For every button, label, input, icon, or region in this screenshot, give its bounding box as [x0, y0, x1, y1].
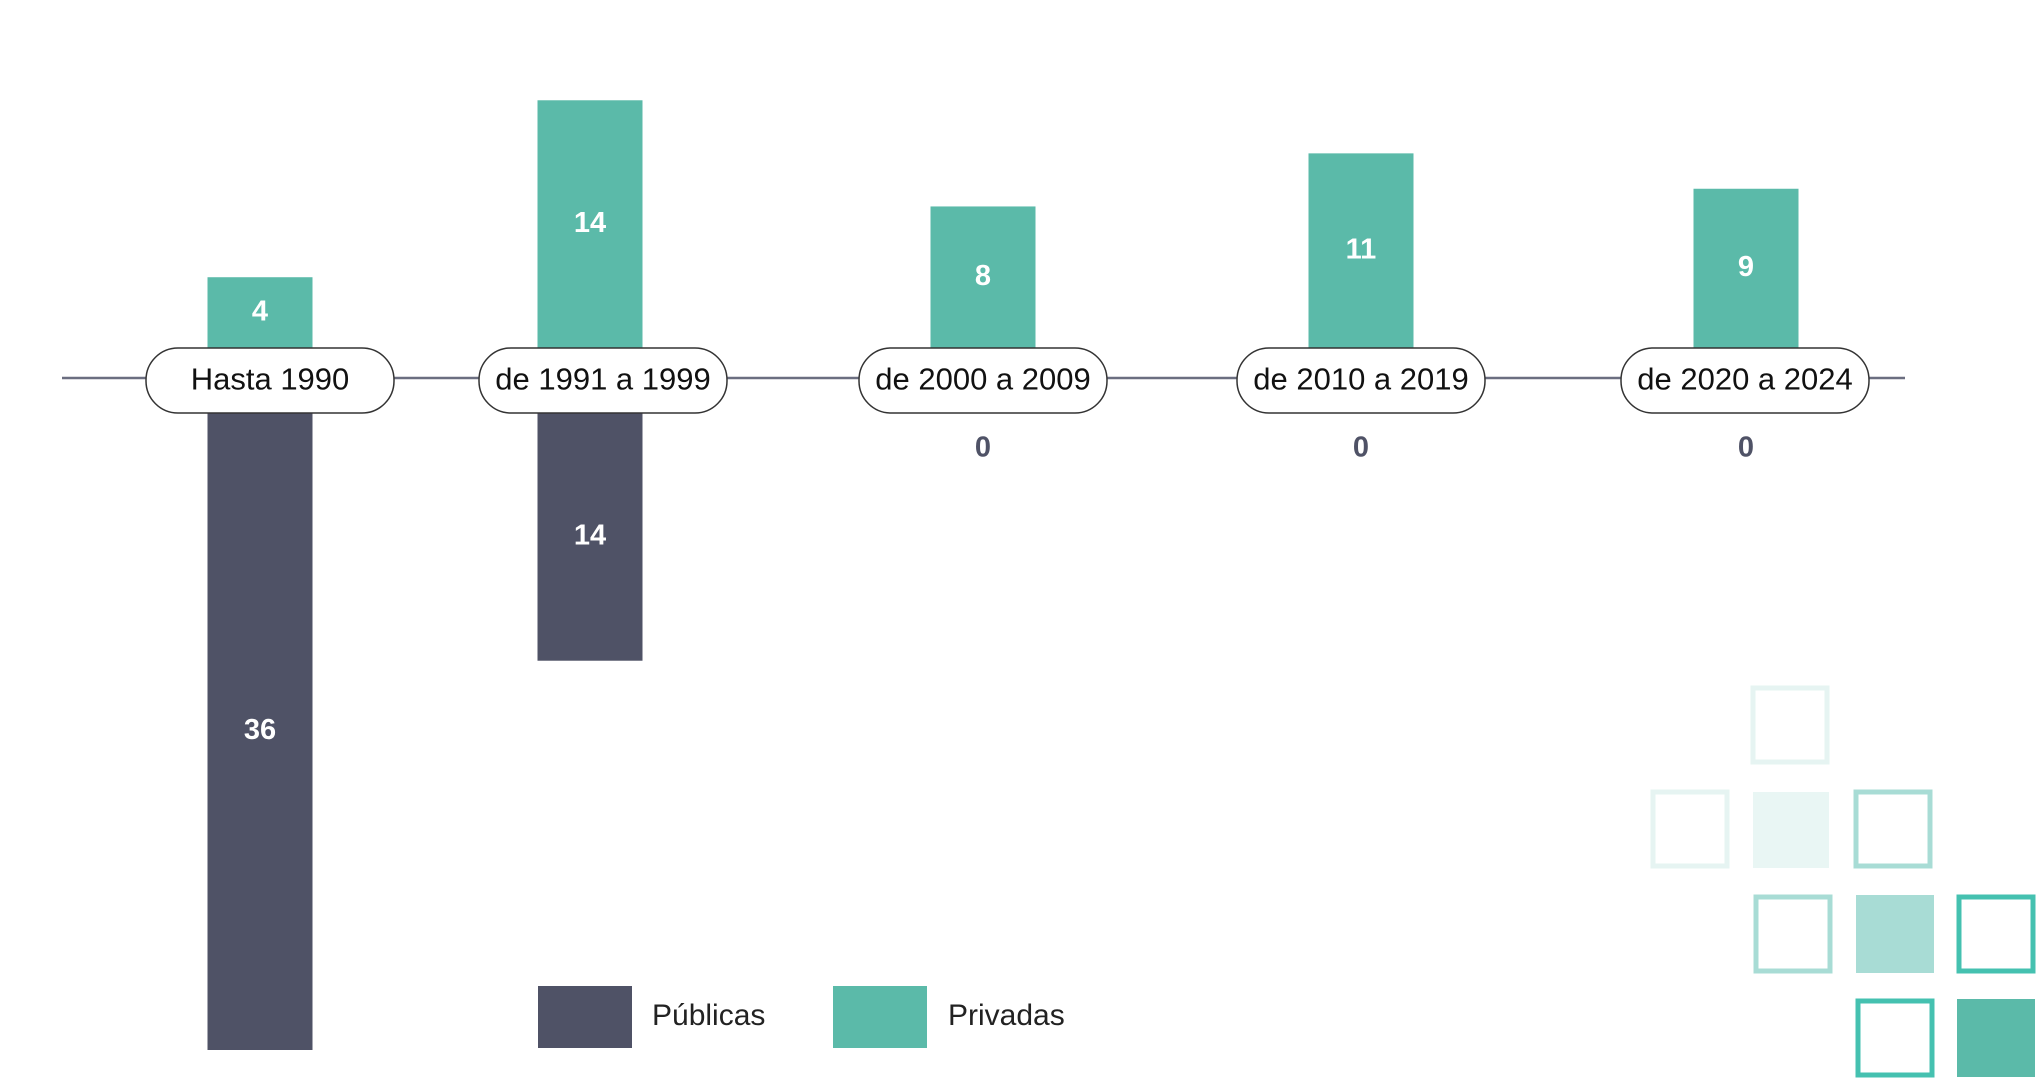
value-label: 11: [1346, 233, 1377, 265]
category-label: Hasta 1990: [191, 362, 350, 397]
value-label: 0: [1738, 432, 1754, 464]
value-label: 0: [1353, 432, 1369, 464]
value-label: 8: [975, 260, 991, 292]
category-label: de 2020 a 2024: [1637, 362, 1853, 397]
category-label: de 2010 a 2019: [1253, 362, 1469, 397]
chart: 4 36 14 14 8 0 11 0 9 0 Hasta 1990 de 1991 a 1999 de…: [0, 0, 2042, 1078]
value-label: 4: [252, 295, 268, 327]
legend-label: Privadas: [948, 999, 1065, 1032]
legend-swatch: [833, 986, 927, 1048]
value-label: 0: [975, 432, 991, 464]
decoration: [1653, 688, 2035, 1077]
category-label: de 2000 a 2009: [875, 362, 1091, 397]
value-label: 14: [574, 520, 606, 552]
legend-label: Públicas: [652, 999, 765, 1032]
category-label: de 1991 a 1999: [495, 362, 711, 397]
value-label: 14: [574, 207, 606, 239]
value-label: 9: [1738, 251, 1754, 283]
value-label: 36: [244, 714, 276, 746]
legend-swatch: [538, 986, 632, 1048]
